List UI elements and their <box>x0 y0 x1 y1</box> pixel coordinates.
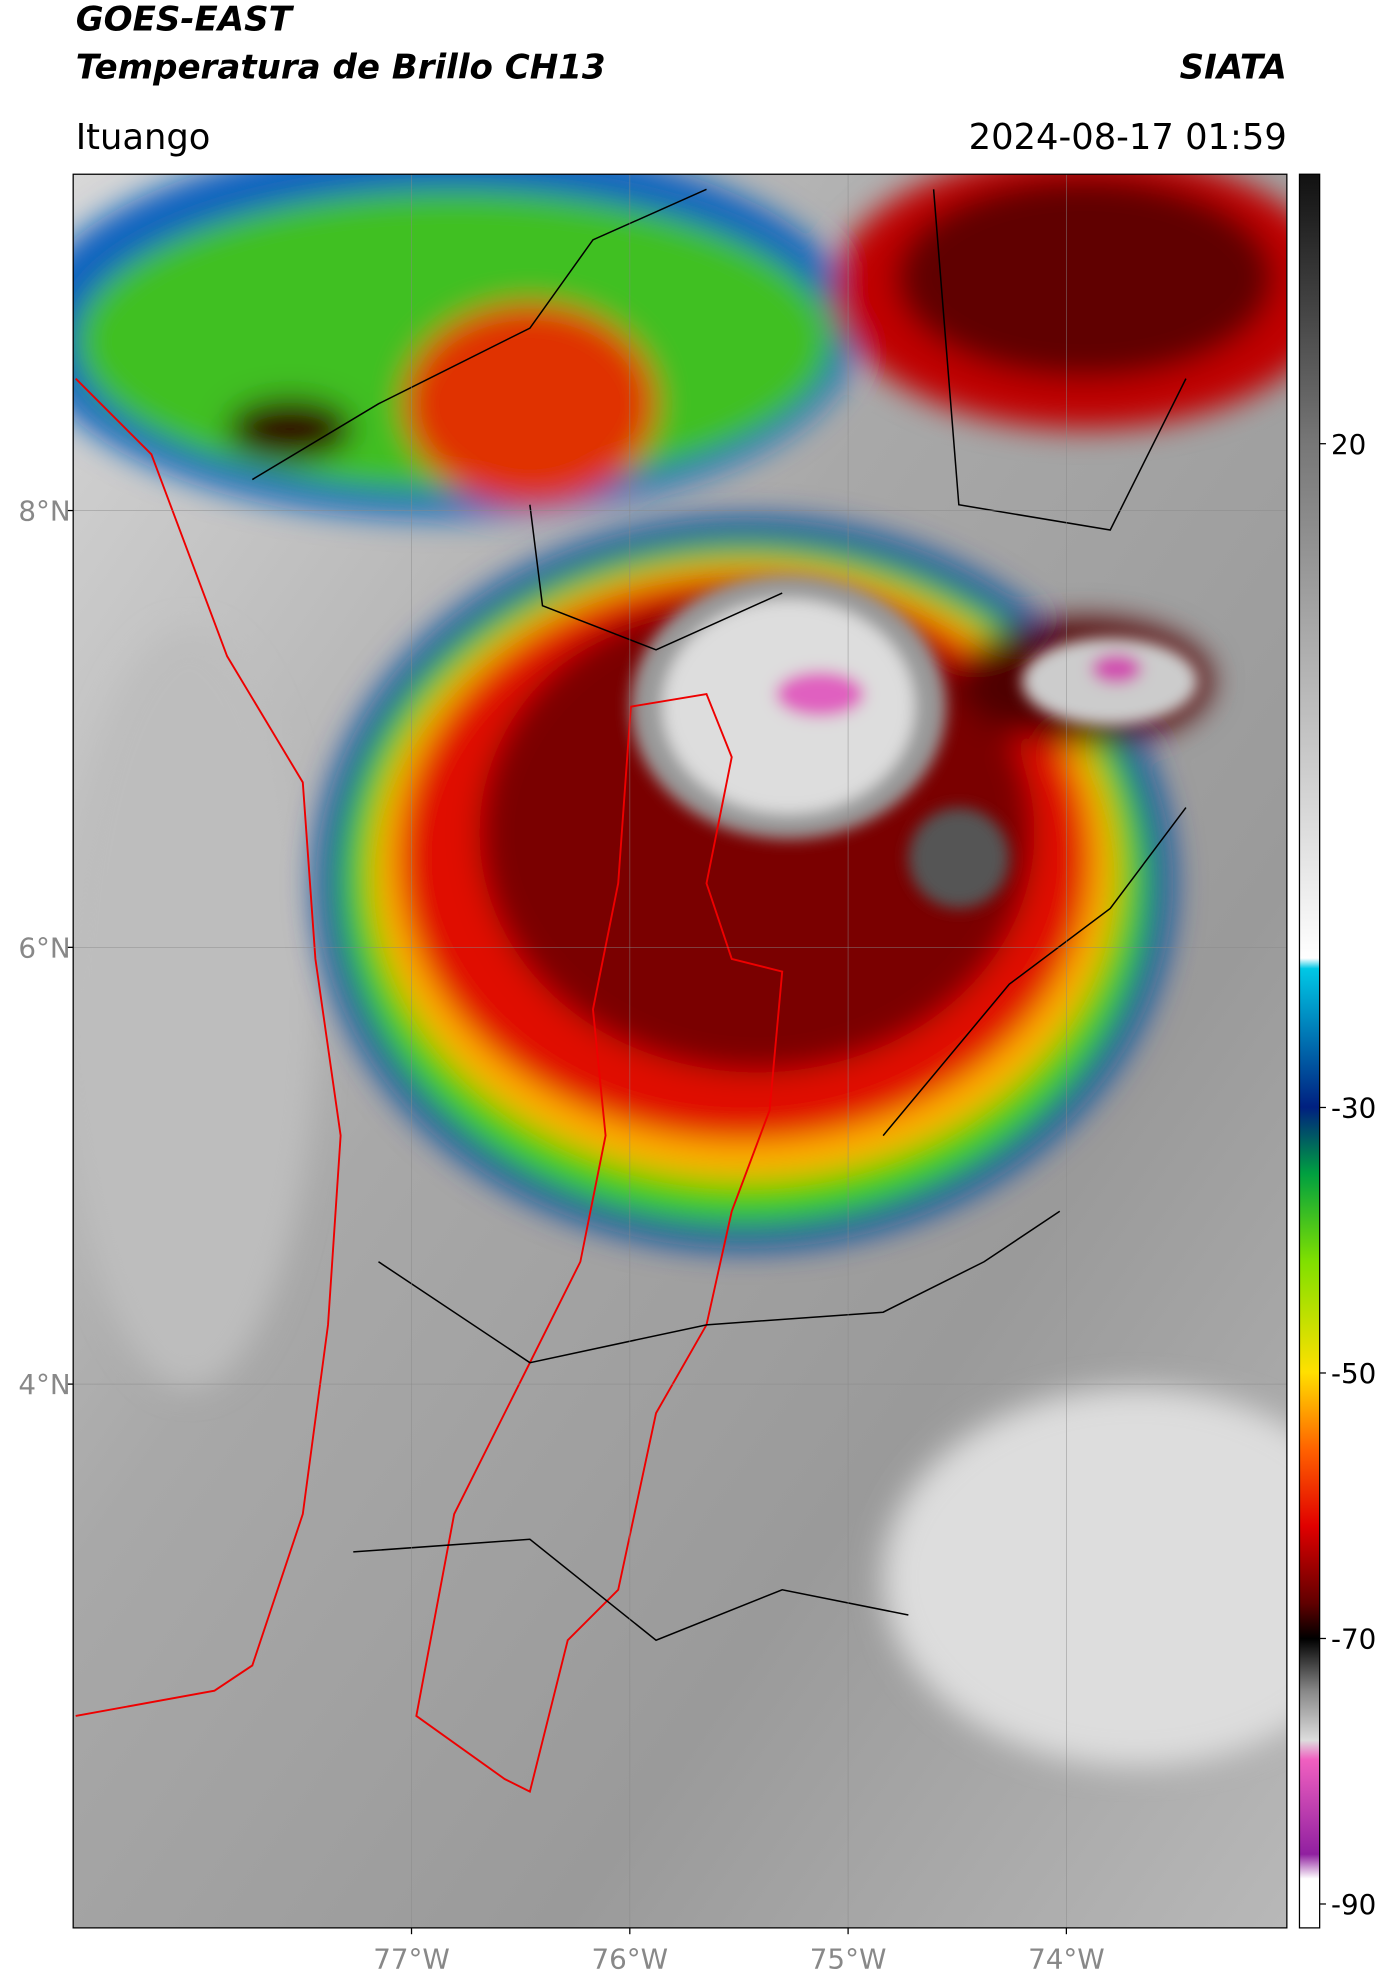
satellite-image <box>73 174 1287 1928</box>
x-tick-label: 75°W <box>810 1942 887 1975</box>
x-tick-label: 76°W <box>591 1942 668 1975</box>
product: Temperatura de Brillo CH13 <box>76 47 606 87</box>
y-tick-label: 8°N <box>18 495 70 528</box>
satellite: GOES-EAST <box>76 0 295 39</box>
map-frame <box>72 173 1288 1929</box>
grid: 77°W 76°W 75°W 74°W 8°N 6°N 4°N <box>18 174 1287 1975</box>
x-tick-label: 74°W <box>1028 1942 1105 1975</box>
source: SIATA <box>1180 47 1287 87</box>
location: Ituango <box>76 117 211 158</box>
y-tick-label: 4°N <box>18 1368 70 1401</box>
colorbar <box>1298 173 1321 1929</box>
x-tick-label: 77°W <box>373 1942 450 1975</box>
colorbar-tick-label: -90 <box>1331 1888 1376 1921</box>
colorbar-ticks: 20 -30 -50 -70 -90 <box>1319 428 1376 1921</box>
datetime: 2024-08-17 01:59 <box>969 117 1287 158</box>
colorbar-tick-label: -50 <box>1331 1357 1376 1390</box>
y-tick-label: 6°N <box>18 931 70 964</box>
colorbar-tick-label: -30 <box>1331 1092 1376 1125</box>
colorbar-tick-label: -70 <box>1331 1623 1376 1656</box>
colorbar-tick-label: 20 <box>1331 428 1366 461</box>
